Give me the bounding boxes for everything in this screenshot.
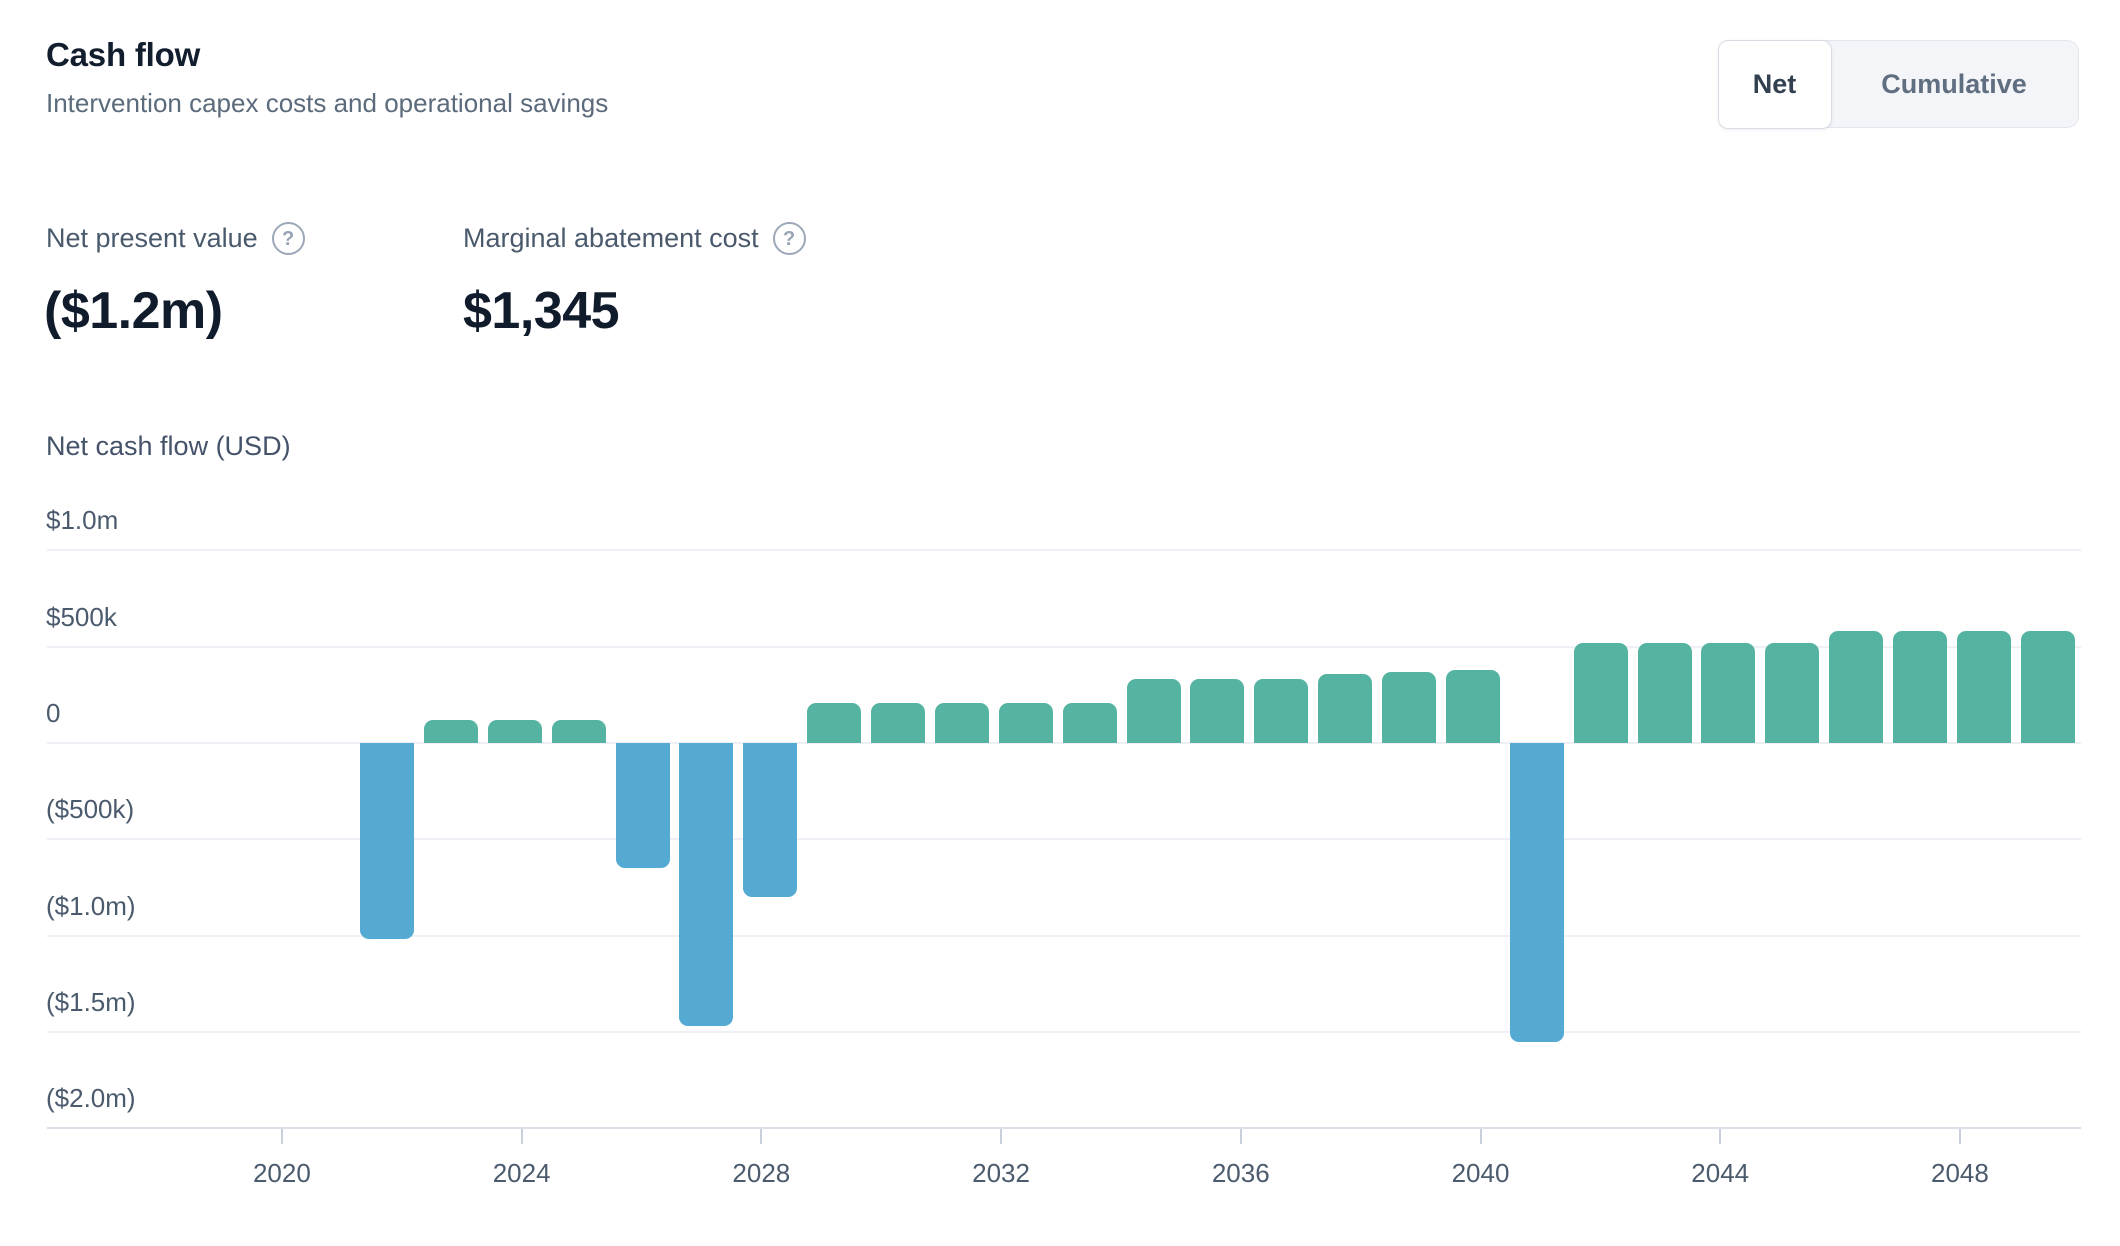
x-tick-2036 xyxy=(1239,1129,1242,1144)
x-tick-label-2020: 2020 xyxy=(252,1158,311,1188)
gridline-$1.0m xyxy=(47,549,2081,552)
y-tick-label-($1.5m): ($1.5m) xyxy=(46,986,136,1017)
x-tick-2020 xyxy=(280,1129,283,1144)
npv-label-row: Net present value ? xyxy=(46,222,305,255)
y-tick-label-($2.0m): ($2.0m) xyxy=(46,1083,136,1114)
x-tick-2040 xyxy=(1479,1129,1482,1144)
x-tick-2044 xyxy=(1719,1129,1722,1144)
gridline-($1.0m) xyxy=(47,934,2081,937)
bar-2024[interactable] xyxy=(551,719,606,743)
bar-2035[interactable] xyxy=(1254,679,1309,743)
x-axis-line xyxy=(47,1127,2081,1129)
bar-2046[interactable] xyxy=(1957,631,2011,743)
bar-2022[interactable] xyxy=(423,719,478,743)
gridline-0 xyxy=(47,742,2081,744)
mac-label: Marginal abatement cost xyxy=(463,223,759,253)
x-tick-label-2024: 2024 xyxy=(492,1158,551,1188)
npv-label: Net present value xyxy=(46,223,258,253)
y-axis-title: Net cash flow (USD) xyxy=(46,431,291,461)
bar-2027[interactable] xyxy=(743,743,798,898)
bar-2045[interactable] xyxy=(1893,631,1948,743)
bar-2047[interactable] xyxy=(2020,631,2075,743)
x-tick-2032 xyxy=(1000,1129,1003,1144)
y-tick-label-0: 0 xyxy=(46,698,61,728)
y-tick-label-$500k: $500k xyxy=(46,601,117,632)
bar-2026[interactable] xyxy=(679,743,734,1027)
mac-label-row: Marginal abatement cost ? xyxy=(463,222,806,255)
bar-2040[interactable] xyxy=(1573,642,1628,743)
y-tick-label-($1.0m): ($1.0m) xyxy=(46,890,136,921)
x-tick-label-2028: 2028 xyxy=(732,1158,791,1188)
gridline-$500k xyxy=(47,645,2081,648)
x-tick-2028 xyxy=(760,1129,763,1144)
x-tick-label-2048: 2048 xyxy=(1931,1158,1989,1188)
x-tick-2024 xyxy=(520,1129,523,1144)
bar-2044[interactable] xyxy=(1829,631,1884,743)
gridline-($500k) xyxy=(47,838,2081,841)
bar-2030[interactable] xyxy=(934,702,989,743)
x-tick-label-2032: 2032 xyxy=(972,1158,1030,1188)
bar-2042[interactable] xyxy=(1701,642,1756,743)
x-tick-2048 xyxy=(1958,1129,1961,1144)
net-cumulative-toggle: Net Cumulative xyxy=(1717,39,2079,129)
bar-2039[interactable] xyxy=(1509,743,1564,1042)
y-tick-label-($500k): ($500k) xyxy=(46,794,135,825)
bar-2043[interactable] xyxy=(1765,642,1820,743)
gridline-($1.5m) xyxy=(47,1030,2081,1033)
bar-2025[interactable] xyxy=(615,743,670,869)
toggle-option-cumulative[interactable]: Cumulative xyxy=(1881,68,2027,99)
page-subtitle: Intervention capex costs and operational… xyxy=(46,88,609,118)
bar-2023[interactable] xyxy=(487,719,542,743)
bar-2028[interactable] xyxy=(807,702,862,743)
bar-2038[interactable] xyxy=(1445,669,1500,743)
bar-2021[interactable] xyxy=(360,743,414,940)
toggle-option-net[interactable]: Net xyxy=(1717,39,1832,129)
mac-value: $1,345 xyxy=(463,282,620,340)
bar-2031[interactable] xyxy=(998,702,1053,743)
bar-2037[interactable] xyxy=(1382,671,1437,743)
x-tick-label-2040: 2040 xyxy=(1451,1158,1510,1188)
bar-2036[interactable] xyxy=(1318,673,1373,743)
mac-help-icon[interactable]: ? xyxy=(772,222,806,255)
bar-2034[interactable] xyxy=(1190,679,1245,743)
bar-2029[interactable] xyxy=(871,702,926,743)
npv-value: ($1.2m) xyxy=(44,282,223,340)
bar-2032[interactable] xyxy=(1062,702,1117,743)
bar-2041[interactable] xyxy=(1637,642,1692,743)
x-tick-label-2044: 2044 xyxy=(1691,1158,1750,1188)
page-title: Cash flow xyxy=(46,36,201,73)
x-tick-label-2036: 2036 xyxy=(1211,1158,1270,1188)
y-tick-label-$1.0m: $1.0m xyxy=(46,505,119,536)
bar-2033[interactable] xyxy=(1126,679,1181,743)
npv-help-icon[interactable]: ? xyxy=(271,222,305,255)
